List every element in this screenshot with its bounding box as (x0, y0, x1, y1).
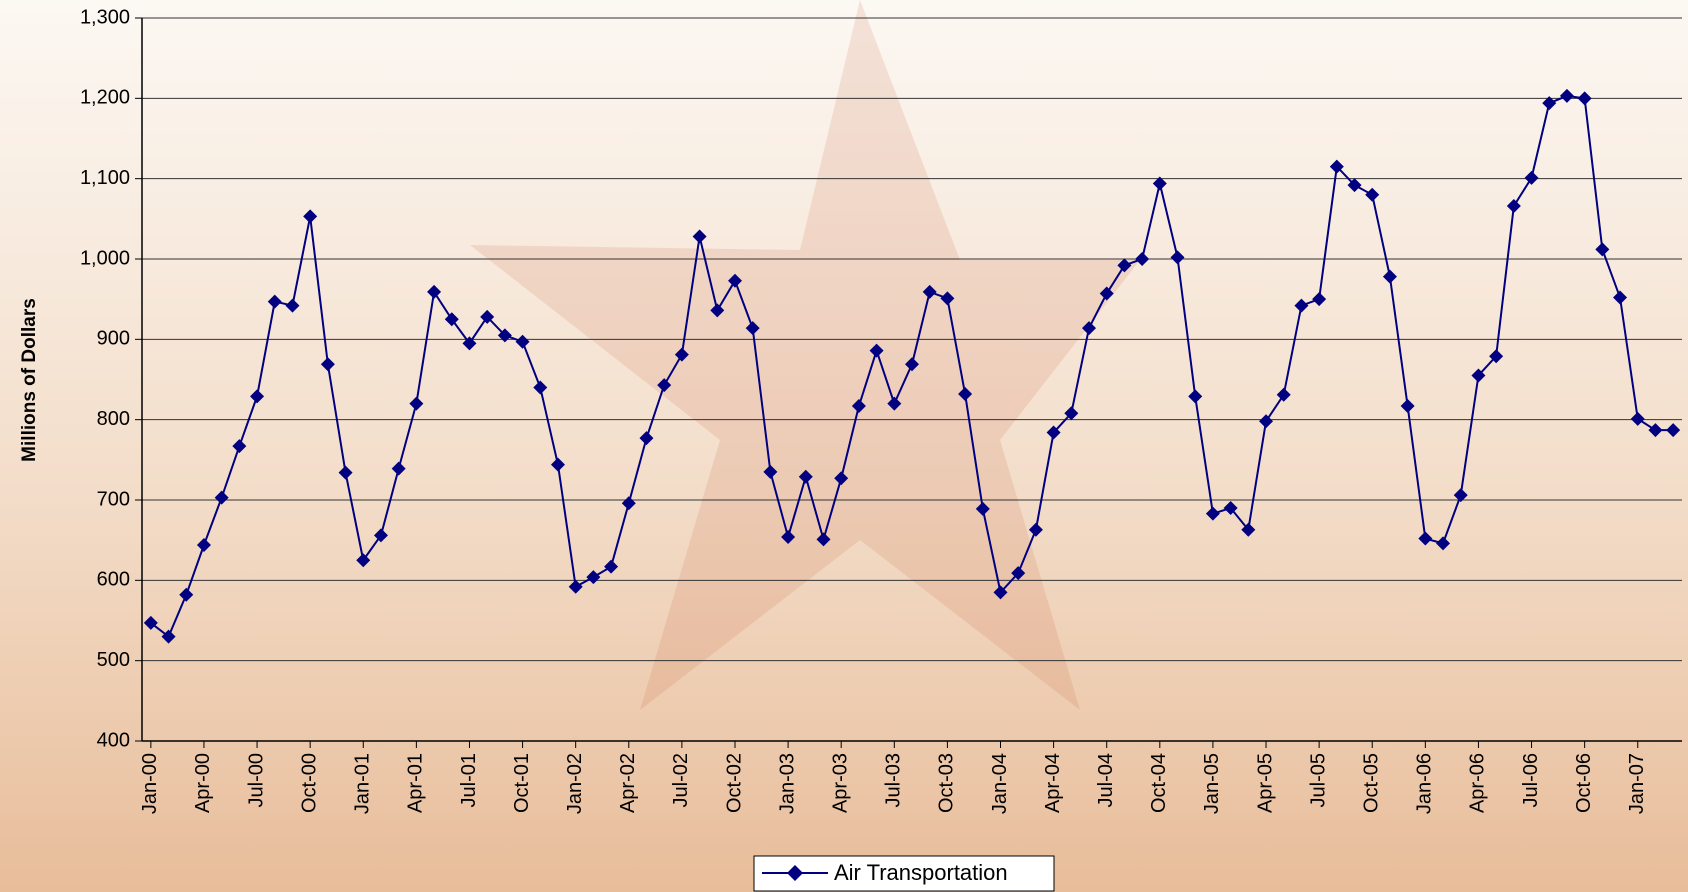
x-tick-label: Jul-01 (458, 753, 480, 807)
x-tick-label: Jul-04 (1095, 753, 1117, 807)
x-tick-label: Jan-02 (564, 753, 586, 814)
chart: Millions of Dollars 400 500 600 700 800 900 1,… (0, 0, 1688, 892)
x-tick-label: Oct-04 (1148, 753, 1170, 813)
x-tick-label: Jul-00 (245, 753, 267, 807)
x-tick-label: Jul-05 (1307, 753, 1329, 807)
y-axis-title: Millions of Dollars (19, 298, 40, 462)
x-tick-label: Jul-02 (670, 753, 692, 807)
x-tick-label: Apr-03 (829, 753, 851, 813)
x-tick-label: Oct-06 (1573, 753, 1595, 813)
y-tick-label: 800 (97, 408, 130, 430)
y-tick-label: 600 (97, 569, 130, 591)
y-tick-label: 1,300 (80, 6, 130, 28)
y-tick-label: 1,000 (80, 247, 130, 269)
x-tick-label: Jul-06 (1520, 753, 1542, 807)
y-tick-label: 1,200 (80, 87, 130, 109)
x-tick-label: Jan-06 (1414, 753, 1436, 814)
x-tick-label: Apr-05 (1254, 753, 1276, 813)
x-tick-label: Apr-06 (1467, 753, 1489, 813)
x-tick-label: Oct-01 (511, 753, 533, 813)
y-tick-label: 500 (97, 649, 130, 671)
x-tick-label: Jan-01 (352, 753, 374, 814)
x-tick-label: Jan-00 (139, 753, 161, 814)
legend: Air Transportation (754, 856, 1054, 891)
x-tick-label: Oct-00 (298, 753, 320, 813)
x-tick-label: Apr-00 (192, 753, 214, 813)
x-tick-label: Oct-05 (1361, 753, 1383, 813)
y-tick-label: 900 (97, 328, 130, 350)
x-tick-label: Apr-02 (617, 753, 639, 813)
x-tick-label: Jan-05 (1201, 753, 1223, 814)
x-tick-label: Oct-02 (723, 753, 745, 813)
page: {"chart_data": { "type": "line", "y_labe… (0, 0, 1688, 892)
x-tick-label: Jan-04 (989, 753, 1011, 814)
legend-label: Air Transportation (834, 860, 1008, 885)
y-tick-label: 400 (97, 729, 130, 751)
y-tick-label: 1,100 (80, 167, 130, 189)
x-tick-label: Jan-07 (1626, 753, 1648, 814)
x-tick-label: Jul-03 (883, 753, 905, 807)
x-tick-label: Apr-01 (405, 753, 427, 813)
y-tick-label: 700 (97, 488, 130, 510)
x-tick-label: Jan-03 (776, 753, 798, 814)
x-tick-label: Oct-03 (936, 753, 958, 813)
x-tick-label: Apr-04 (1042, 753, 1064, 813)
